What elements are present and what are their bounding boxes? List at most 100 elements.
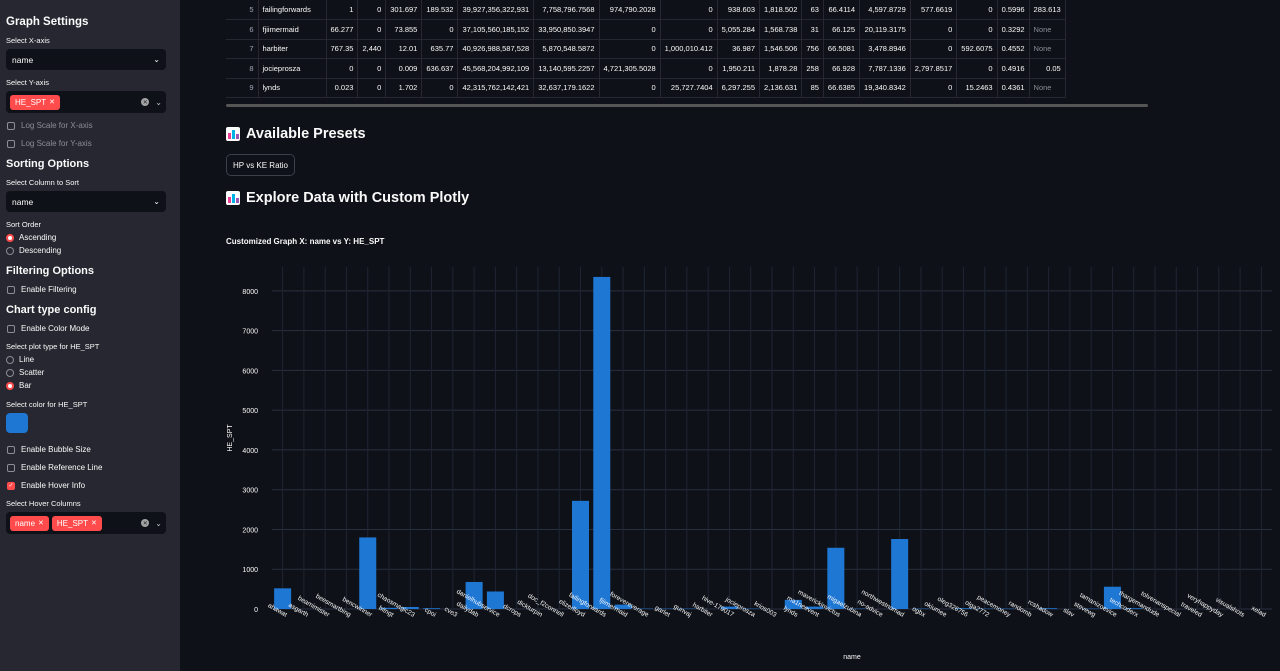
table-cell: 258 bbox=[801, 58, 824, 79]
hover-tag[interactable]: name ✕ bbox=[10, 515, 49, 531]
table-cell: 0 bbox=[326, 58, 359, 79]
log-y-checkbox[interactable]: Log Scale for Y-axis bbox=[6, 139, 174, 148]
table-cell: 301.697 bbox=[385, 0, 423, 20]
sort-ascending-radio[interactable]: Ascending bbox=[6, 233, 174, 242]
table-cell: 66.928 bbox=[823, 58, 861, 79]
table-cell: 37,105,560,185,152 bbox=[457, 19, 535, 40]
sort-descending-radio[interactable]: Descending bbox=[6, 246, 174, 255]
table-cell: 1.702 bbox=[385, 78, 423, 98]
sort-order-label: Sort Order bbox=[6, 220, 42, 229]
chevron-down-icon[interactable]: ⌄ bbox=[155, 97, 162, 107]
bar bbox=[784, 599, 802, 609]
sort-col-label: Select Column to Sort bbox=[6, 178, 79, 187]
y-axis-multiselect[interactable]: HE_SPT ✕ ✕ ⌄ bbox=[6, 91, 166, 113]
log-x-label: Log Scale for X-axis bbox=[21, 121, 93, 130]
explore-heading-text: Explore Data with Custom Plotly bbox=[246, 190, 470, 206]
close-icon[interactable]: ✕ bbox=[91, 520, 97, 527]
color-picker[interactable] bbox=[6, 413, 28, 433]
table-cell: 4,597.8729 bbox=[859, 0, 911, 20]
table-row[interactable]: 6 fjiimermaid 66.277 0 73.855 0 37,105,560,185… bbox=[226, 19, 1066, 40]
table-row[interactable]: 5 failingforwards 1 0 301.697 189.532 39,927,3… bbox=[226, 0, 1066, 20]
main-content: 5 failingforwards 1 0 301.697 189.532 39,927,3… bbox=[180, 0, 1280, 671]
table-cell: 42,315,762,142,421 bbox=[457, 78, 535, 98]
cell-name: lynds bbox=[258, 78, 327, 98]
bar bbox=[401, 607, 419, 609]
sorting-heading: Sorting Options bbox=[6, 158, 90, 170]
bar bbox=[614, 604, 632, 609]
table-cell: 40,926,988,587,528 bbox=[457, 39, 535, 59]
table-cell: 20,119.3175 bbox=[859, 19, 911, 40]
table-cell: 7,787.1336 bbox=[859, 58, 911, 79]
table-cell: 66.277 bbox=[326, 19, 359, 40]
plot-scatter-label: Scatter bbox=[19, 368, 45, 377]
close-icon[interactable]: ✕ bbox=[38, 520, 44, 527]
table-cell: None bbox=[1029, 78, 1066, 98]
preset-button[interactable]: HP vs KE Ratio bbox=[226, 154, 295, 176]
table-cell: 2,136.631 bbox=[759, 78, 803, 98]
clear-icon[interactable]: ✕ bbox=[141, 98, 150, 106]
table-cell: 5,870,548.5872 bbox=[533, 39, 600, 59]
table-cell: 1,950.211 bbox=[717, 58, 761, 79]
clear-icon[interactable]: ✕ bbox=[141, 519, 150, 527]
bar bbox=[954, 608, 972, 609]
enable-filtering-checkbox[interactable]: Enable Filtering bbox=[6, 285, 174, 294]
y-axis-tag[interactable]: HE_SPT ✕ bbox=[10, 94, 60, 110]
bar bbox=[1125, 608, 1143, 609]
table-cell: 39,927,356,322,931 bbox=[457, 0, 535, 20]
enable-reference-checkbox[interactable]: Enable Reference Line bbox=[6, 463, 174, 472]
table-row[interactable]: 9 lynds 0.023 0 1.702 0 42,315,762,142,421 32,6… bbox=[226, 78, 1066, 98]
table-cell: 938.603 bbox=[717, 0, 761, 20]
table-cell: 2,440 bbox=[357, 39, 387, 59]
table-cell: 974,790.2028 bbox=[599, 0, 661, 20]
table-cell: 73.855 bbox=[385, 19, 423, 40]
bar-chart[interactable]: 010002000300040005000600070008000ahawata… bbox=[180, 255, 1280, 671]
table-cell: 592.6075 bbox=[956, 39, 998, 59]
table-cell: 0 bbox=[910, 78, 958, 98]
cell-name: harbiter bbox=[258, 39, 327, 59]
table-cell: 0 bbox=[599, 78, 661, 98]
log-x-checkbox[interactable]: Log Scale for X-axis bbox=[6, 121, 174, 130]
y-tick-label: 8000 bbox=[242, 289, 258, 296]
table-cell: 33,950,850.3947 bbox=[533, 19, 600, 40]
plot-line-radio[interactable]: Line bbox=[6, 355, 174, 364]
plot-scatter-radio[interactable]: Scatter bbox=[6, 368, 174, 377]
chevron-down-icon[interactable]: ⌄ bbox=[155, 518, 162, 528]
y-tick-label: 7000 bbox=[242, 329, 258, 336]
checkbox-box bbox=[7, 285, 15, 294]
table-cell: 1,818.502 bbox=[759, 0, 803, 20]
table-cell: 15.2463 bbox=[956, 78, 998, 98]
close-icon[interactable]: ✕ bbox=[49, 99, 55, 106]
sort-col-select[interactable]: name ⌄ bbox=[6, 191, 166, 212]
check-icon: ✓ bbox=[7, 481, 15, 490]
y-tick-label: 0 bbox=[254, 607, 258, 614]
data-table[interactable]: 5 failingforwards 1 0 301.697 189.532 39,927,3… bbox=[226, 0, 1280, 104]
table-horizontal-scrollbar[interactable] bbox=[226, 104, 1148, 107]
hover-tag[interactable]: HE_SPT ✕ bbox=[51, 515, 102, 531]
plot-type-label: Select plot type for HE_SPT bbox=[6, 342, 100, 351]
table-cell: 7,758,796.7568 bbox=[533, 0, 600, 20]
table-row[interactable]: 8 jociepros​za 0 0 0.009 636.637 45,568,204,99… bbox=[226, 58, 1066, 79]
table-cell: None bbox=[1029, 19, 1066, 40]
x-tick-label: gunvaj bbox=[672, 603, 692, 619]
y-axis-tag-label: HE_SPT bbox=[15, 97, 47, 107]
bar bbox=[380, 607, 398, 609]
plot-bar-radio[interactable]: Bar bbox=[6, 381, 174, 390]
bar bbox=[274, 588, 292, 609]
x-tick-label: cve3 bbox=[443, 606, 459, 619]
table-cell: 1,546.506 bbox=[759, 39, 803, 59]
plot-bar-label: Bar bbox=[19, 381, 32, 390]
hover-tag-label: HE_SPT bbox=[56, 518, 89, 528]
enable-bubble-checkbox[interactable]: Enable Bubble Size bbox=[6, 445, 174, 454]
enable-hover-checkbox[interactable]: ✓ Enable Hover Info bbox=[6, 481, 174, 490]
table-cell: 0.3292 bbox=[997, 19, 1030, 40]
x-axis-select[interactable]: name ⌄ bbox=[6, 49, 166, 70]
table-cell: 0 bbox=[421, 19, 459, 40]
row-index: 6 bbox=[226, 19, 259, 40]
enable-color-mode-checkbox[interactable]: Enable Color Mode bbox=[6, 324, 174, 333]
presets-heading: Available Presets bbox=[226, 126, 366, 142]
hover-cols-multiselect[interactable]: name ✕ HE_SPT ✕ ✕ ⌄ bbox=[6, 512, 166, 534]
radio-dot bbox=[6, 381, 14, 390]
y-tick-label: 5000 bbox=[242, 408, 258, 415]
table-row[interactable]: 7 harbiter 767.35 2,440 12.01 635.77 40,926,98… bbox=[226, 39, 1066, 59]
table-cell: 1 bbox=[326, 0, 359, 20]
